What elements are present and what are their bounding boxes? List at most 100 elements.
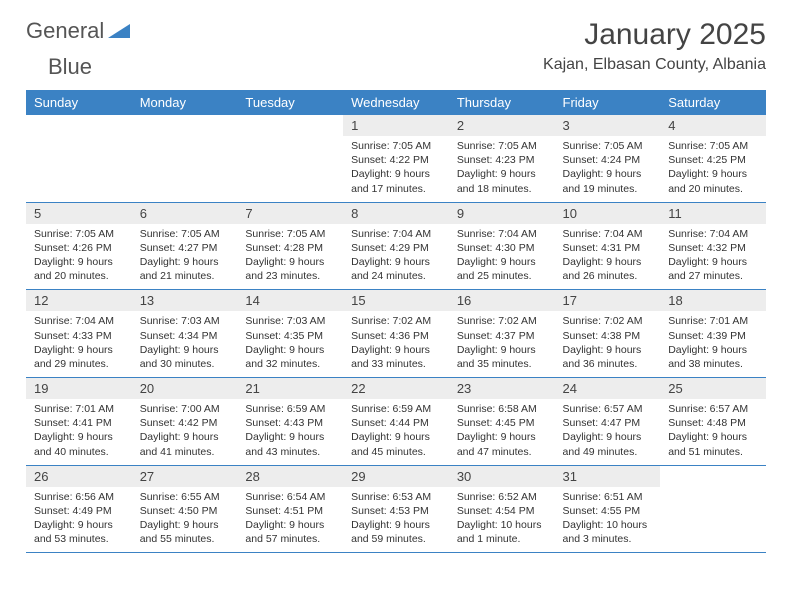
day-number: 5 [26,203,132,224]
day-dl1: Daylight: 9 hours [563,167,653,181]
day-sr: Sunrise: 7:05 AM [351,139,441,153]
day-number: 8 [343,203,449,224]
day-details: Sunrise: 7:02 AMSunset: 4:37 PMDaylight:… [449,311,555,377]
day-header-row: Sunday Monday Tuesday Wednesday Thursday… [26,90,766,115]
day-ss: Sunset: 4:50 PM [140,504,230,518]
day-details: Sunrise: 7:02 AMSunset: 4:38 PMDaylight:… [555,311,661,377]
day-dl1: Daylight: 9 hours [563,430,653,444]
day-ss: Sunset: 4:27 PM [140,241,230,255]
day-ss: Sunset: 4:42 PM [140,416,230,430]
day-dl2: and 55 minutes. [140,532,230,546]
day-sr: Sunrise: 6:51 AM [563,490,653,504]
calendar-row: 5Sunrise: 7:05 AMSunset: 4:26 PMDaylight… [26,202,766,290]
day-dl2: and 59 minutes. [351,532,441,546]
calendar-cell: 4Sunrise: 7:05 AMSunset: 4:25 PMDaylight… [660,115,766,202]
day-dl2: and 57 minutes. [245,532,335,546]
day-sr: Sunrise: 7:03 AM [140,314,230,328]
day-sr: Sunrise: 7:04 AM [457,227,547,241]
day-dl2: and 24 minutes. [351,269,441,283]
day-details: Sunrise: 7:05 AMSunset: 4:28 PMDaylight:… [237,224,343,290]
day-dl1: Daylight: 9 hours [245,255,335,269]
day-details: Sunrise: 7:05 AMSunset: 4:22 PMDaylight:… [343,136,449,202]
day-dl2: and 23 minutes. [245,269,335,283]
calendar-cell: 30Sunrise: 6:52 AMSunset: 4:54 PMDayligh… [449,465,555,553]
day-ss: Sunset: 4:33 PM [34,329,124,343]
day-sr: Sunrise: 7:05 AM [563,139,653,153]
day-ss: Sunset: 4:47 PM [563,416,653,430]
day-ss: Sunset: 4:44 PM [351,416,441,430]
calendar-cell: 6 Sunrise: 7:05 AMSunset: 4:27 PMDaylight… [132,202,238,290]
day-dl2: and 26 minutes. [563,269,653,283]
day-sr: Sunrise: 7:05 AM [245,227,335,241]
calendar-cell: 17Sunrise: 7:02 AMSunset: 4:38 PMDayligh… [555,290,661,378]
day-ss: Sunset: 4:29 PM [351,241,441,255]
day-number: 14 [237,290,343,311]
day-dl2: and 32 minutes. [245,357,335,371]
day-ss: Sunset: 4:38 PM [563,329,653,343]
day-dl2: and 38 minutes. [668,357,758,371]
day-sr: Sunrise: 6:59 AM [245,402,335,416]
day-sr: Sunrise: 7:04 AM [351,227,441,241]
day-sr: Sunrise: 7:05 AM [34,227,124,241]
day-ss: Sunset: 4:48 PM [668,416,758,430]
day-number: 31 [555,466,661,487]
day-dl1: Daylight: 9 hours [245,430,335,444]
day-dl2: and 29 minutes. [34,357,124,371]
day-number: 12 [26,290,132,311]
day-dl1: Daylight: 9 hours [563,255,653,269]
calendar-cell: 13Sunrise: 7:03 AMSunset: 4:34 PMDayligh… [132,290,238,378]
calendar-cell: 20Sunrise: 7:00 AMSunset: 4:42 PMDayligh… [132,378,238,466]
calendar-cell: 16Sunrise: 7:02 AMSunset: 4:37 PMDayligh… [449,290,555,378]
day-dl1: Daylight: 9 hours [668,343,758,357]
day-number: 30 [449,466,555,487]
day-number: 22 [343,378,449,399]
day-ss: Sunset: 4:24 PM [563,153,653,167]
day-sr: Sunrise: 7:05 AM [457,139,547,153]
day-dl1: Daylight: 9 hours [34,430,124,444]
calendar-cell: 15Sunrise: 7:02 AMSunset: 4:36 PMDayligh… [343,290,449,378]
calendar-cell: 12Sunrise: 7:04 AMSunset: 4:33 PMDayligh… [26,290,132,378]
calendar-cell: 7Sunrise: 7:05 AMSunset: 4:28 PMDaylight… [237,202,343,290]
day-dl1: Daylight: 9 hours [140,430,230,444]
day-details: Sunrise: 6:56 AMSunset: 4:49 PMDaylight:… [26,487,132,553]
day-number: 3 [555,115,661,136]
day-dl2: and 1 minute. [457,532,547,546]
day-ss: Sunset: 4:30 PM [457,241,547,255]
day-details: Sunrise: 6:54 AMSunset: 4:51 PMDaylight:… [237,487,343,553]
calendar-cell: 10Sunrise: 7:04 AMSunset: 4:31 PMDayligh… [555,202,661,290]
day-header: Wednesday [343,90,449,115]
day-sr: Sunrise: 6:53 AM [351,490,441,504]
calendar-cell: 31Sunrise: 6:51 AMSunset: 4:55 PMDayligh… [555,465,661,553]
calendar-cell: 9Sunrise: 7:04 AMSunset: 4:30 PMDaylight… [449,202,555,290]
day-sr: Sunrise: 7:05 AM [140,227,230,241]
day-ss: Sunset: 4:51 PM [245,504,335,518]
day-details: Sunrise: 6:57 AMSunset: 4:48 PMDaylight:… [660,399,766,465]
day-ss: Sunset: 4:49 PM [34,504,124,518]
day-header: Sunday [26,90,132,115]
day-sr: Sunrise: 6:57 AM [563,402,653,416]
day-dl1: Daylight: 9 hours [245,518,335,532]
day-number: 20 [132,378,238,399]
calendar-cell: 18Sunrise: 7:01 AMSunset: 4:39 PMDayligh… [660,290,766,378]
day-ss: Sunset: 4:43 PM [245,416,335,430]
day-header: Friday [555,90,661,115]
day-dl1: Daylight: 9 hours [457,167,547,181]
brand-word2: Blue [48,54,92,80]
day-details: Sunrise: 7:04 AMSunset: 4:29 PMDaylight:… [343,224,449,290]
day-dl2: and 17 minutes. [351,182,441,196]
day-details: Sunrise: 7:05 AMSunset: 4:24 PMDaylight:… [555,136,661,202]
day-number: 4 [660,115,766,136]
day-dl2: and 47 minutes. [457,445,547,459]
day-dl2: and 27 minutes. [668,269,758,283]
calendar-cell: 21Sunrise: 6:59 AMSunset: 4:43 PMDayligh… [237,378,343,466]
day-dl1: Daylight: 9 hours [34,518,124,532]
day-details: Sunrise: 7:00 AMSunset: 4:42 PMDaylight:… [132,399,238,465]
day-dl1: Daylight: 9 hours [140,255,230,269]
day-number: 17 [555,290,661,311]
day-number: 6 [132,203,238,224]
day-dl1: Daylight: 9 hours [140,343,230,357]
day-details: Sunrise: 6:53 AMSunset: 4:53 PMDaylight:… [343,487,449,553]
day-ss: Sunset: 4:25 PM [668,153,758,167]
day-dl1: Daylight: 9 hours [351,430,441,444]
day-ss: Sunset: 4:55 PM [563,504,653,518]
